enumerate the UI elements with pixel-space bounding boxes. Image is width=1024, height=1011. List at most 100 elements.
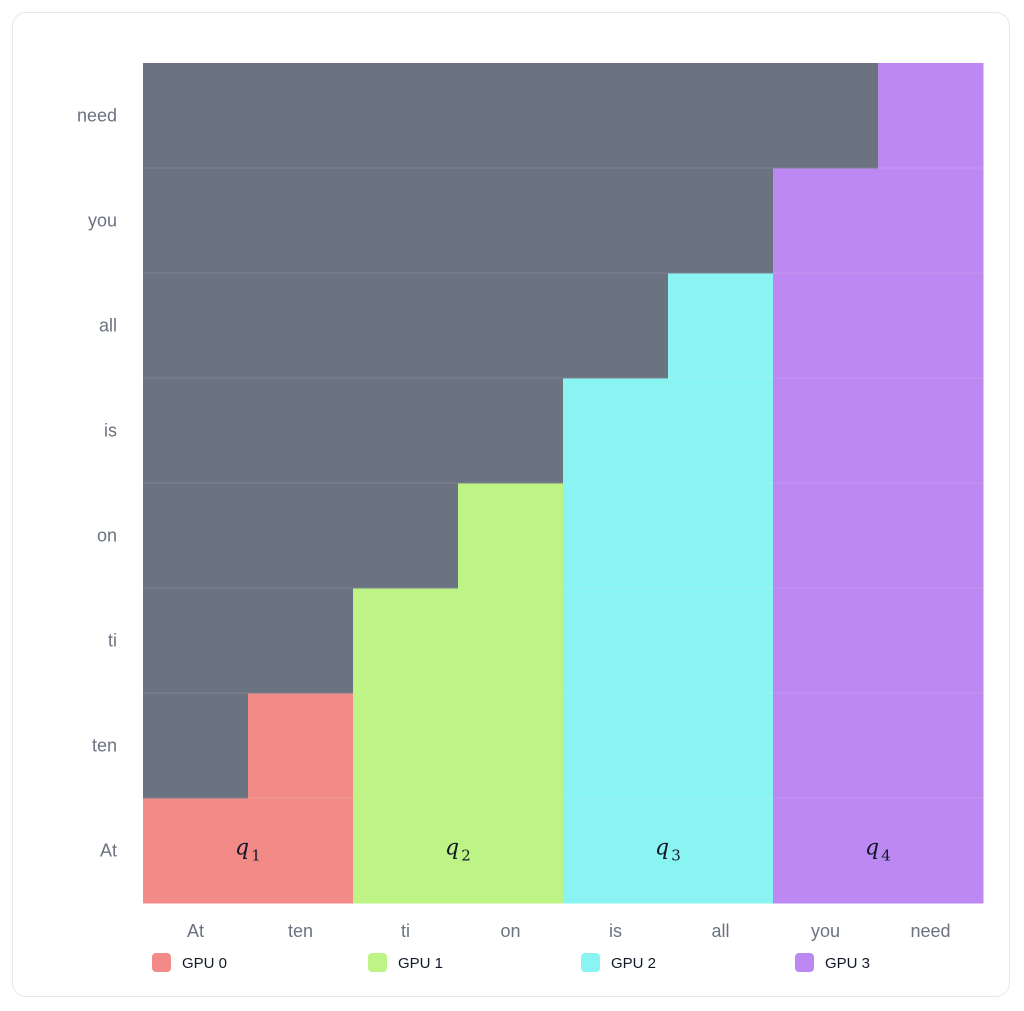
legend-swatch <box>152 953 171 972</box>
cell-gpu-1 <box>458 483 564 589</box>
cell-gpu-1 <box>458 588 564 694</box>
cell-gpu-3 <box>878 693 984 799</box>
y-tick-label: on <box>97 526 117 546</box>
cell-gpu-2 <box>563 483 669 589</box>
group-query-subscript: 4 <box>881 847 891 865</box>
cell-gpu-3 <box>773 378 879 484</box>
legend-label: GPU 0 <box>182 955 227 972</box>
cell-gpu-1 <box>353 588 459 694</box>
cell-masked <box>353 63 459 169</box>
cell-masked <box>143 273 249 379</box>
y-tick-label: need <box>77 106 117 126</box>
legend-swatch <box>795 953 814 972</box>
y-tick-label: ten <box>92 736 117 756</box>
cell-masked <box>248 588 354 694</box>
cell-gpu-1 <box>353 798 459 904</box>
legend-item[interactable]: GPU 3 <box>795 953 870 972</box>
cell-masked <box>353 168 459 274</box>
legend-item[interactable]: GPU 2 <box>581 953 656 972</box>
group-query-label: q <box>655 836 669 861</box>
cell-gpu-3 <box>878 378 984 484</box>
gridlines-layer <box>143 167 983 799</box>
cell-masked <box>143 483 249 589</box>
group-query-subscript: 2 <box>461 847 471 865</box>
legend-item[interactable]: GPU 0 <box>152 953 227 972</box>
cell-gpu-1 <box>458 693 564 799</box>
cell-masked <box>248 63 354 169</box>
cell-gpu-3 <box>773 273 879 379</box>
cell-gpu-2 <box>563 378 669 484</box>
cell-masked <box>143 63 249 169</box>
legend: GPU 0 GPU 1 GPU 2 GPU 3 <box>152 953 870 972</box>
cells-layer <box>143 63 984 904</box>
y-tick-label: you <box>88 211 117 231</box>
legend-swatch <box>581 953 600 972</box>
x-axis-ticks: At ten ti on is all you need <box>187 921 951 941</box>
y-tick-label: ti <box>108 631 117 651</box>
y-tick-label: all <box>99 316 117 336</box>
x-tick-label: is <box>609 921 622 941</box>
cell-gpu-2 <box>563 588 669 694</box>
cell-gpu-3 <box>878 273 984 379</box>
legend-label: GPU 3 <box>825 955 870 972</box>
cell-masked <box>458 273 564 379</box>
cell-gpu-2 <box>668 798 774 904</box>
cell-gpu-3 <box>878 483 984 589</box>
cell-gpu-2 <box>563 798 669 904</box>
x-tick-label: you <box>811 921 840 941</box>
cell-masked <box>143 693 249 799</box>
x-tick-label: on <box>500 921 520 941</box>
cell-masked <box>458 63 564 169</box>
cell-masked <box>353 483 459 589</box>
x-tick-label: all <box>711 921 729 941</box>
cell-gpu-0 <box>143 798 249 904</box>
y-tick-label: At <box>100 841 117 861</box>
cell-masked <box>773 63 879 169</box>
cell-masked <box>563 168 669 274</box>
legend-label: GPU 2 <box>611 955 656 972</box>
cell-masked <box>353 273 459 379</box>
x-tick-label: ten <box>288 921 313 941</box>
cell-gpu-2 <box>668 378 774 484</box>
cell-gpu-2 <box>668 483 774 589</box>
cell-gpu-0 <box>248 798 354 904</box>
cell-gpu-3 <box>878 588 984 694</box>
x-tick-label: At <box>187 921 204 941</box>
cell-masked <box>563 63 669 169</box>
cell-gpu-3 <box>773 588 879 694</box>
group-query-label: q <box>235 836 249 861</box>
cell-masked <box>143 168 249 274</box>
cell-masked <box>248 273 354 379</box>
cell-masked <box>563 273 669 379</box>
x-tick-label: need <box>910 921 950 941</box>
group-query-label: q <box>445 836 459 861</box>
cell-gpu-0 <box>248 693 354 799</box>
cell-masked <box>353 378 459 484</box>
cell-gpu-1 <box>458 798 564 904</box>
legend-swatch <box>368 953 387 972</box>
cell-masked <box>143 378 249 484</box>
cell-masked <box>458 168 564 274</box>
cell-gpu-2 <box>668 588 774 694</box>
cell-masked <box>458 378 564 484</box>
cell-gpu-1 <box>353 693 459 799</box>
group-query-subscript: 3 <box>671 847 681 865</box>
cell-gpu-3 <box>773 168 879 274</box>
group-query-subscript: 1 <box>251 847 261 865</box>
y-tick-label: is <box>104 421 117 441</box>
cell-gpu-3 <box>773 483 879 589</box>
cell-gpu-3 <box>878 168 984 274</box>
cell-masked <box>248 483 354 589</box>
cell-gpu-3 <box>773 798 879 904</box>
cell-masked <box>143 588 249 694</box>
cell-masked <box>668 168 774 274</box>
legend-item[interactable]: GPU 1 <box>368 953 443 972</box>
legend-label: GPU 1 <box>398 955 443 972</box>
y-axis-ticks: At ten ti on is all you need <box>77 106 117 861</box>
x-tick-label: ti <box>401 921 410 941</box>
group-query-label: q <box>865 836 879 861</box>
cell-masked <box>248 168 354 274</box>
cell-gpu-2 <box>668 273 774 379</box>
